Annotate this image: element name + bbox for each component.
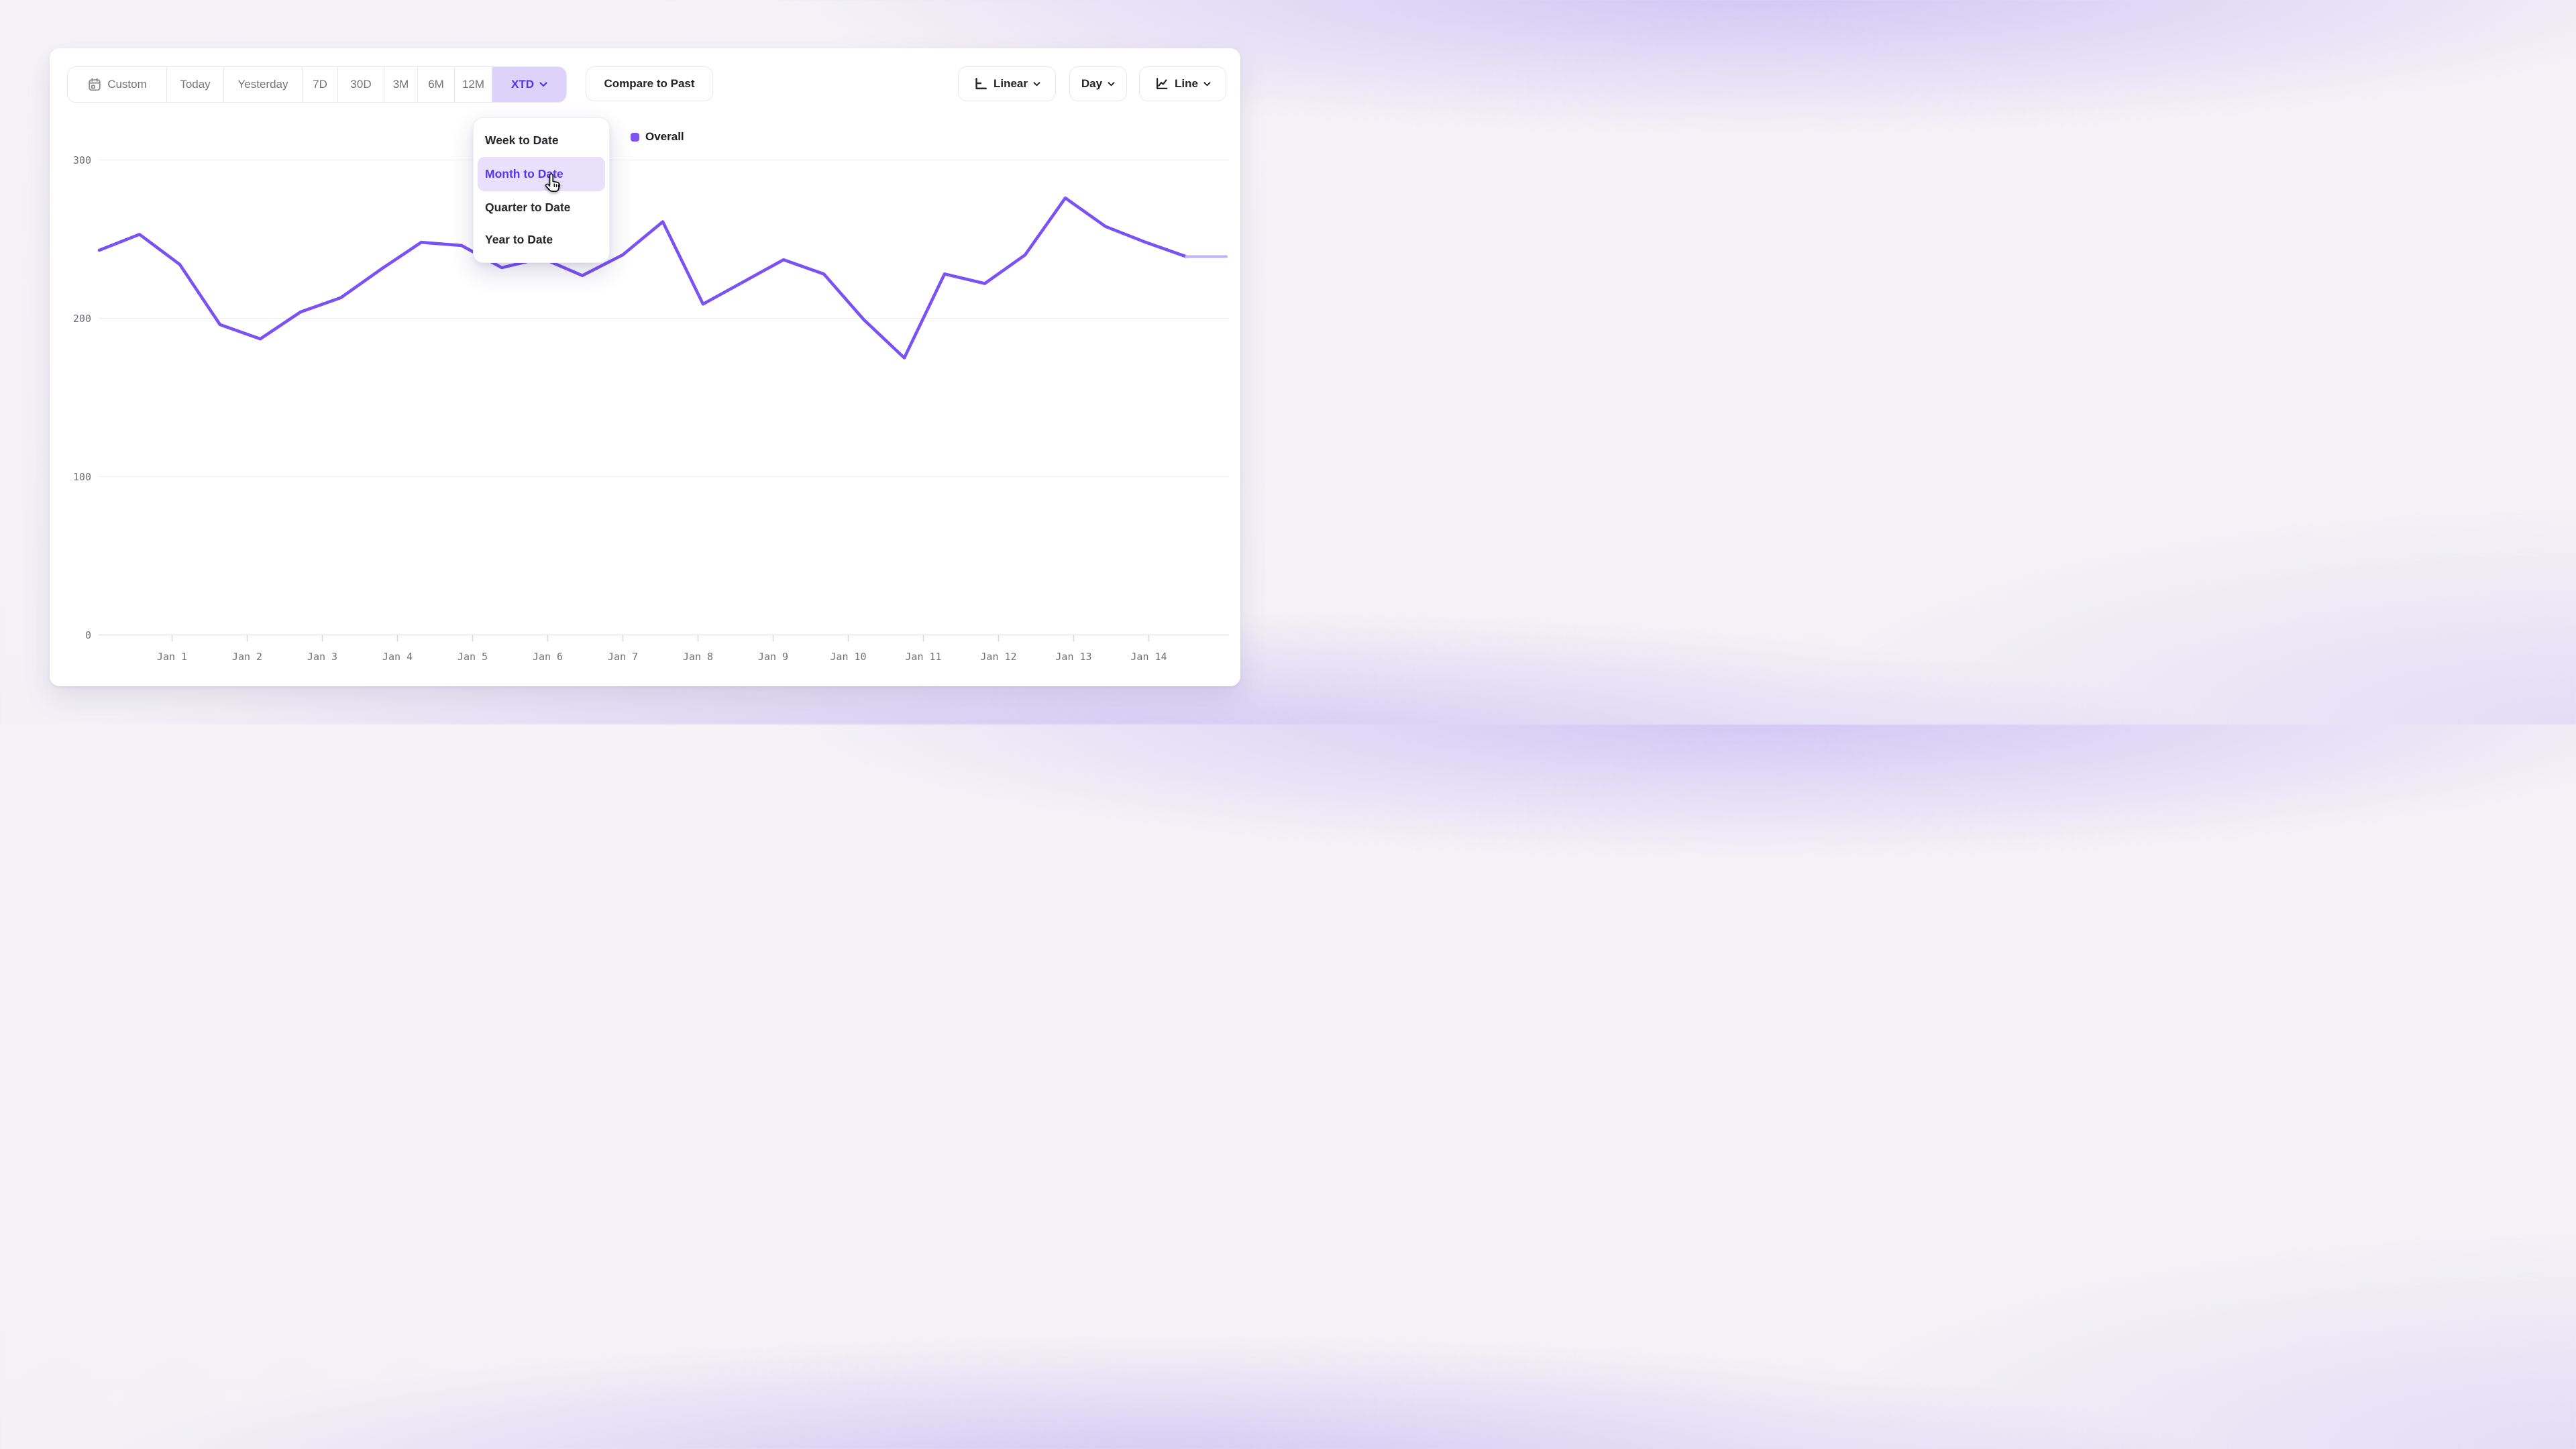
x-axis-label: Jan 2: [232, 651, 262, 663]
x-axis-label: Jan 13: [1055, 651, 1091, 663]
date-range-control: Custom Today Yesterday 7D 30D 3M 6M 12M …: [67, 66, 567, 103]
legend: Overall: [631, 130, 684, 144]
x-axis-label: Jan 3: [307, 651, 337, 663]
chevron-down-icon: [539, 82, 547, 87]
x-axis-label: Jan 12: [980, 651, 1016, 663]
x-axis-label: Jan 7: [608, 651, 638, 663]
chevron-down-icon: [1033, 81, 1040, 87]
range-label: Custom: [107, 78, 147, 91]
legend-swatch: [631, 132, 639, 142]
line-chart-icon: [1155, 76, 1169, 91]
x-axis-label: Jan 6: [533, 651, 563, 663]
chart-card: 0 100 200 300 Jan 1 Jan 2 Jan 3 Jan 4 Jan 5 Jan 6…: [50, 48, 1240, 686]
x-axis-label: Jan 5: [458, 651, 488, 663]
toolbar: Custom Today Yesterday 7D 30D 3M 6M 12M …: [67, 66, 567, 103]
x-axis-label: Jan 1: [157, 651, 187, 663]
range-custom-button[interactable]: Custom: [68, 67, 167, 102]
y-axis-label: 300: [73, 154, 91, 166]
scale-select[interactable]: Linear: [958, 66, 1056, 101]
x-axis-label: Jan 4: [382, 651, 413, 663]
date-range-dropdown: Week to Date Month to Date Quarter to Da…: [473, 117, 610, 263]
menu-item-quarter-to-date[interactable]: Quarter to Date: [485, 201, 571, 214]
legend-label: Overall: [645, 130, 684, 143]
granularity-select[interactable]: Day: [1069, 66, 1127, 101]
range-today-button[interactable]: Today: [167, 67, 224, 102]
x-axis-label: Jan 9: [758, 651, 788, 663]
range-yesterday-button[interactable]: Yesterday: [224, 67, 303, 102]
menu-item-month-to-date[interactable]: Month to Date: [478, 157, 605, 191]
menu-item-week-to-date[interactable]: Week to Date: [485, 133, 559, 147]
chevron-down-icon: [1203, 81, 1211, 87]
page: { "toolbar": { "ranges": ["Custom", "Tod…: [0, 0, 1288, 724]
menu-item-year-to-date[interactable]: Year to Date: [485, 233, 553, 246]
chart-type-select[interactable]: Line: [1139, 66, 1226, 101]
range-xtd-button[interactable]: XTD: [492, 67, 566, 102]
range-30d-button[interactable]: 30D: [338, 67, 384, 102]
linear-axis-icon: [973, 76, 988, 91]
range-12m-button[interactable]: 12M: [455, 67, 492, 102]
line-chart: 0 100 200 300 Jan 1 Jan 2 Jan 3 Jan 4 Jan 5 Jan 6…: [73, 154, 1229, 663]
range-3m-button[interactable]: 3M: [384, 67, 418, 102]
y-axis-label: 200: [73, 313, 91, 325]
x-axis-label: Jan 8: [683, 651, 713, 663]
y-axis-label: 0: [85, 629, 91, 641]
x-axis-label: Jan 10: [830, 651, 866, 663]
range-6m-button[interactable]: 6M: [418, 67, 455, 102]
x-axis-label: Jan 11: [905, 651, 941, 663]
hand-cursor-icon: [545, 173, 560, 193]
compare-to-past-button[interactable]: Compare to Past: [586, 66, 713, 101]
range-7d-button[interactable]: 7D: [303, 67, 338, 102]
y-axis-label: 100: [73, 471, 91, 483]
chevron-down-icon: [1108, 81, 1115, 87]
x-axis-label: Jan 14: [1130, 651, 1167, 663]
series-line-overall[interactable]: [97, 196, 1188, 360]
calendar-icon: [87, 77, 102, 92]
